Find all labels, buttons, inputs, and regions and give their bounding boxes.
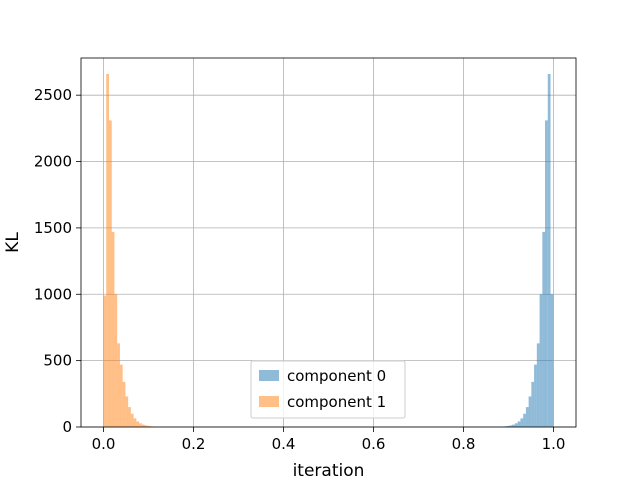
bar-series-1 [125,396,129,427]
y-tick-label: 2500 [34,86,72,104]
x-tick-label: 0.0 [92,435,116,453]
x-tick-label: 1.0 [542,435,566,453]
bar-series-1 [111,231,115,427]
bar-series-1 [106,73,109,428]
y-tick-label: 1500 [34,219,72,237]
bar-series-1 [141,424,145,427]
x-axis-label: iteration [293,461,365,480]
bar-series-1 [103,295,107,427]
y-axis-label: KL [3,232,23,253]
bar-series-0 [509,425,513,427]
x-tick-label: 0.2 [182,435,206,453]
y-tick-label: 0 [62,418,72,436]
legend-swatch-component-0 [259,370,279,381]
bar-series-1 [133,418,137,427]
bar-series-1 [139,423,142,427]
legend-label-component-1: component 1 [287,393,386,411]
bar-series-0 [528,396,532,427]
y-tick-label: 500 [43,352,72,370]
bar-series-1 [122,381,126,427]
bar-series-0 [523,413,526,427]
y-tick-label: 2000 [34,153,72,171]
bar-series-0 [542,231,546,427]
x-tick-label: 0.4 [272,435,296,453]
bar-series-1 [108,120,112,428]
bar-series-0 [517,421,521,427]
legend-box [250,360,406,419]
bar-series-0 [531,381,535,427]
bar-series-1 [119,364,123,427]
x-tick-label: 0.6 [362,435,386,453]
bar-series-0 [547,73,551,428]
y-tick-label: 1000 [34,285,72,303]
bar-series-1 [130,413,134,427]
bar-series-1 [128,407,131,427]
bar-series-0 [514,423,518,427]
bar-series-0 [525,407,529,427]
bar-series-0 [550,294,554,427]
bar-series-1 [144,425,148,427]
bar-series-0 [545,120,548,428]
bar-series-0 [534,364,537,427]
legend-swatch-component-1 [259,396,279,407]
bar-series-0 [512,424,515,427]
bars [103,73,554,428]
axis-ticks: 0.0 0.2 0.4 0.6 0.8 1.0 0 500 1000 1500 2000 2500 [34,86,566,453]
bar-series-1 [114,294,118,427]
legend: component 0 component 1 [250,360,406,419]
bar-series-0 [506,425,510,427]
legend-label-component-0: component 0 [287,367,386,385]
bar-series-0 [539,294,543,427]
x-tick-label: 0.8 [452,435,476,453]
bar-series-1 [117,343,120,427]
bar-series-1 [136,421,140,427]
bar-series-0 [536,343,540,427]
plot-frame [80,57,577,428]
bar-series-1 [147,425,151,427]
bar-series-0 [520,418,524,427]
